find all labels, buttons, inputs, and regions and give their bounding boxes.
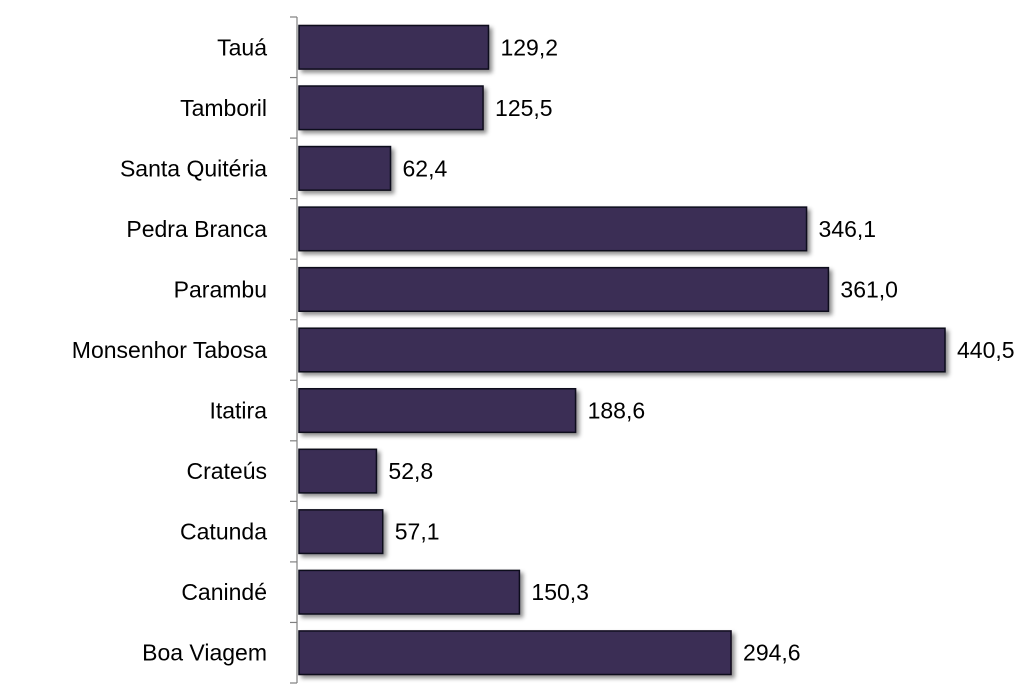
bar (298, 266, 830, 313)
category-label: Boa Viagem (142, 640, 267, 666)
bar (298, 569, 521, 615)
value-label: 52,8 (388, 458, 433, 484)
bar (298, 630, 732, 676)
category-label: Canindé (181, 579, 267, 605)
category-label: Santa Quitéria (120, 155, 267, 181)
category-label: Crateús (186, 458, 267, 484)
value-label: 188,6 (588, 398, 646, 424)
category-label: Itatira (209, 398, 267, 424)
bar (298, 145, 392, 191)
bar (298, 85, 484, 131)
category-label: Tamboril (180, 95, 267, 121)
value-label: 150,3 (531, 579, 589, 605)
bar (298, 387, 577, 434)
value-label: 361,0 (840, 276, 898, 302)
value-label: 57,1 (395, 519, 440, 545)
value-label: 62,4 (403, 155, 448, 181)
category-axis (290, 16, 298, 684)
bars (298, 24, 946, 676)
value-label: 346,1 (819, 216, 877, 242)
value-label: 129,2 (500, 34, 558, 60)
category-label: Catunda (180, 519, 267, 545)
value-label: 294,6 (743, 640, 801, 666)
bar (298, 327, 946, 373)
category-label: Monsenhor Tabosa (72, 337, 267, 363)
bar (298, 24, 490, 70)
bar (298, 448, 378, 494)
bar (298, 509, 384, 555)
bar (298, 206, 808, 252)
category-label: Pedra Branca (126, 216, 267, 242)
value-label: 125,5 (495, 95, 553, 121)
category-label: Tauá (217, 34, 267, 60)
category-label: Parambu (174, 276, 267, 302)
value-labels: 129,2 125,5 62,4 346,1 361,0 440,5 188,6 52,8 57… (388, 34, 1014, 665)
category-labels: Tauá Tamboril Santa Quitéria Pedra Branca Pa… (72, 34, 267, 665)
value-label: 440,5 (957, 337, 1015, 363)
